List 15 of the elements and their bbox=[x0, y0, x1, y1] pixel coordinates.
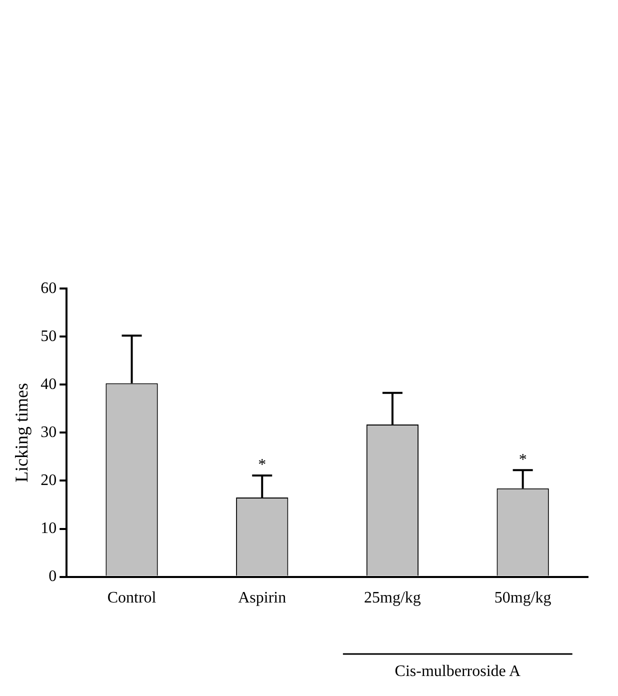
x-tick-label: Control bbox=[107, 590, 157, 607]
annotation: * bbox=[258, 456, 266, 474]
y-tick-label: 50 bbox=[40, 328, 57, 345]
annotation: * bbox=[518, 451, 527, 468]
y-axis-title: Licking times bbox=[12, 382, 32, 482]
text: Cis-mulberroside A bbox=[394, 663, 521, 680]
y-tick-label: 40 bbox=[40, 376, 57, 393]
y-tick-label: 20 bbox=[40, 472, 57, 489]
y-tick-label: 10 bbox=[40, 520, 57, 537]
y-tick-label: 0 bbox=[48, 568, 57, 586]
x-tick-label: 25mg/kg bbox=[364, 590, 421, 607]
x-tick-label: 50mg/kg bbox=[494, 590, 552, 607]
y-tick-label: 60 bbox=[40, 280, 57, 297]
x-tick-label: Aspirin bbox=[238, 590, 286, 607]
y-tick-label: 30 bbox=[40, 424, 57, 441]
